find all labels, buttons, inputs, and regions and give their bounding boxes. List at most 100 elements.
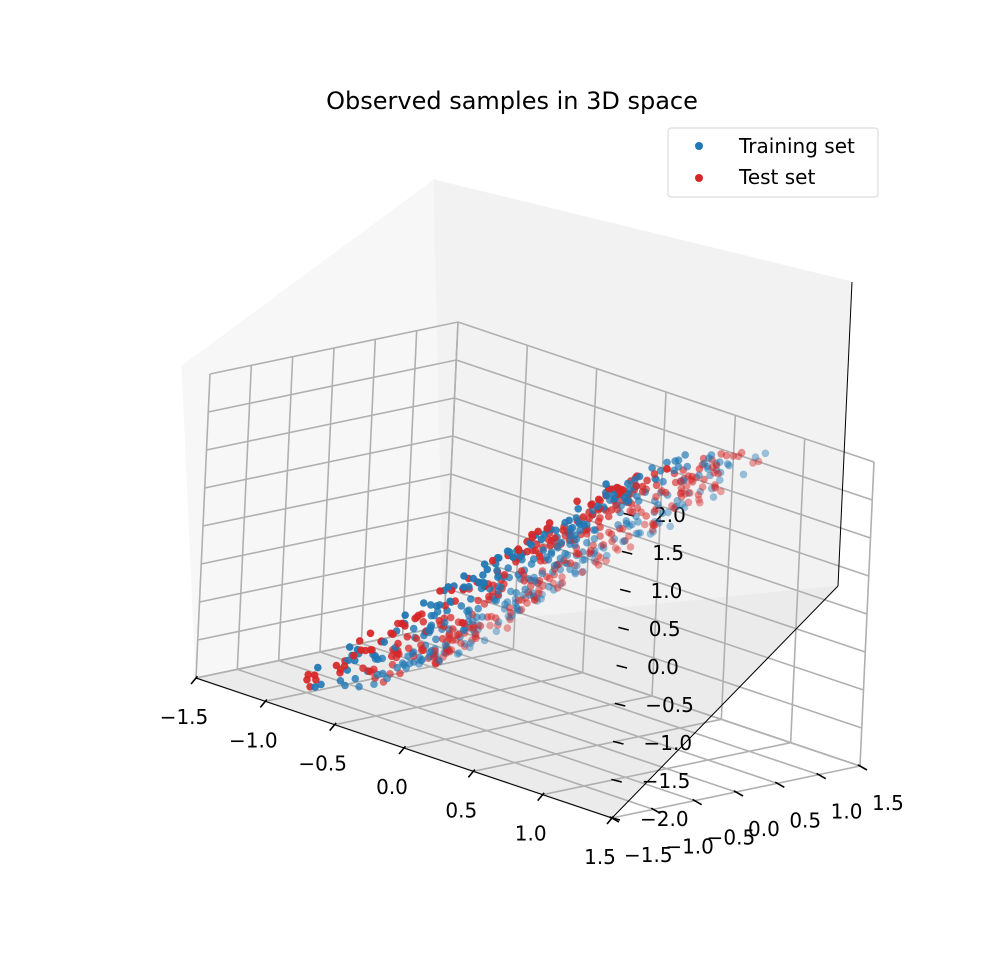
test-point — [709, 463, 717, 472]
test-point — [695, 495, 703, 504]
test-point — [684, 498, 693, 507]
z-axis-tick — [612, 740, 624, 745]
test-point — [596, 532, 604, 540]
training-point — [503, 547, 512, 555]
test-point — [476, 622, 485, 630]
z-axis-tick-label: 1.5 — [652, 541, 684, 565]
training-point — [460, 572, 468, 580]
test-point — [515, 596, 523, 605]
test-point — [413, 613, 421, 621]
training-point — [565, 516, 573, 525]
test-point — [532, 540, 541, 549]
training-point — [658, 509, 666, 518]
test-point — [729, 452, 737, 460]
training-point — [696, 487, 705, 496]
test-point — [566, 559, 575, 567]
y-axis-tick-label: 0.0 — [748, 817, 780, 841]
test-point — [553, 584, 562, 592]
training-point — [684, 489, 693, 497]
test-point — [469, 623, 478, 632]
training-point — [620, 537, 629, 545]
y-axis-tick-label: −0.5 — [707, 826, 756, 850]
test-point — [460, 619, 468, 628]
training-point — [552, 526, 560, 535]
legend-label-training: Training set — [738, 134, 855, 158]
training-point — [483, 565, 492, 574]
back-gridline-z — [443, 625, 861, 767]
left-gridline-z — [195, 625, 445, 679]
training-point — [561, 549, 569, 558]
test-point — [641, 520, 649, 529]
training-point — [467, 639, 475, 647]
training-point — [602, 480, 610, 488]
training-point — [533, 597, 541, 605]
training-point — [666, 522, 674, 531]
test-point — [404, 644, 413, 653]
test-point — [611, 544, 620, 552]
legend-box — [667, 127, 879, 198]
test-point — [604, 512, 613, 521]
test-point — [523, 599, 531, 607]
training-point — [590, 557, 599, 565]
test-point — [700, 475, 708, 484]
x-axis-tick-label: 0.5 — [445, 798, 477, 822]
training-point — [674, 462, 683, 471]
training-point — [400, 661, 408, 669]
test-point — [435, 617, 444, 625]
training-point — [460, 625, 468, 634]
training-point — [566, 565, 574, 574]
test-point — [558, 579, 567, 587]
test-point — [436, 587, 444, 595]
training-point — [370, 680, 378, 688]
x-axis-tick — [398, 745, 407, 755]
training-point — [649, 528, 657, 536]
training-point — [576, 526, 584, 535]
training-point — [427, 611, 436, 620]
training-point — [441, 641, 450, 649]
test-point — [711, 483, 719, 491]
test-point — [649, 521, 658, 529]
training-point — [453, 650, 462, 658]
training-point — [311, 683, 319, 691]
x-axis-tick-label: 1.0 — [515, 822, 547, 846]
training-point — [480, 636, 489, 645]
training-point — [409, 624, 418, 633]
test-point — [500, 571, 509, 579]
training-point — [634, 529, 643, 538]
test-point — [340, 662, 349, 670]
test-point — [544, 535, 553, 544]
z-axis-tick — [621, 550, 633, 555]
test-point — [676, 489, 685, 498]
training-point — [683, 462, 692, 471]
training-point — [566, 531, 575, 540]
training-point — [566, 525, 575, 533]
test-point — [662, 488, 670, 497]
test-point — [749, 459, 757, 467]
test-point — [573, 497, 581, 506]
test-point — [453, 631, 461, 639]
training-point — [531, 577, 539, 585]
training-point — [751, 453, 760, 462]
training-point — [636, 529, 645, 537]
y-axis-line — [611, 585, 839, 819]
x-axis-tick-label: 0.0 — [376, 775, 408, 799]
test-point — [355, 637, 364, 645]
test-point — [438, 635, 447, 643]
test-point — [523, 547, 531, 556]
test-point — [514, 545, 523, 553]
training-point — [671, 457, 679, 465]
training-point — [550, 561, 559, 570]
z-axis-tick — [618, 626, 629, 631]
training-point — [580, 555, 589, 564]
training-point — [590, 535, 599, 543]
training-point — [393, 663, 402, 672]
z-axis-tick-label: −2.0 — [640, 807, 689, 831]
test-point — [596, 523, 604, 531]
training-point — [466, 643, 474, 652]
training-point — [427, 601, 435, 609]
test-point — [517, 567, 526, 575]
test-point — [545, 519, 554, 527]
training-point — [432, 635, 440, 644]
training-point — [378, 669, 387, 678]
